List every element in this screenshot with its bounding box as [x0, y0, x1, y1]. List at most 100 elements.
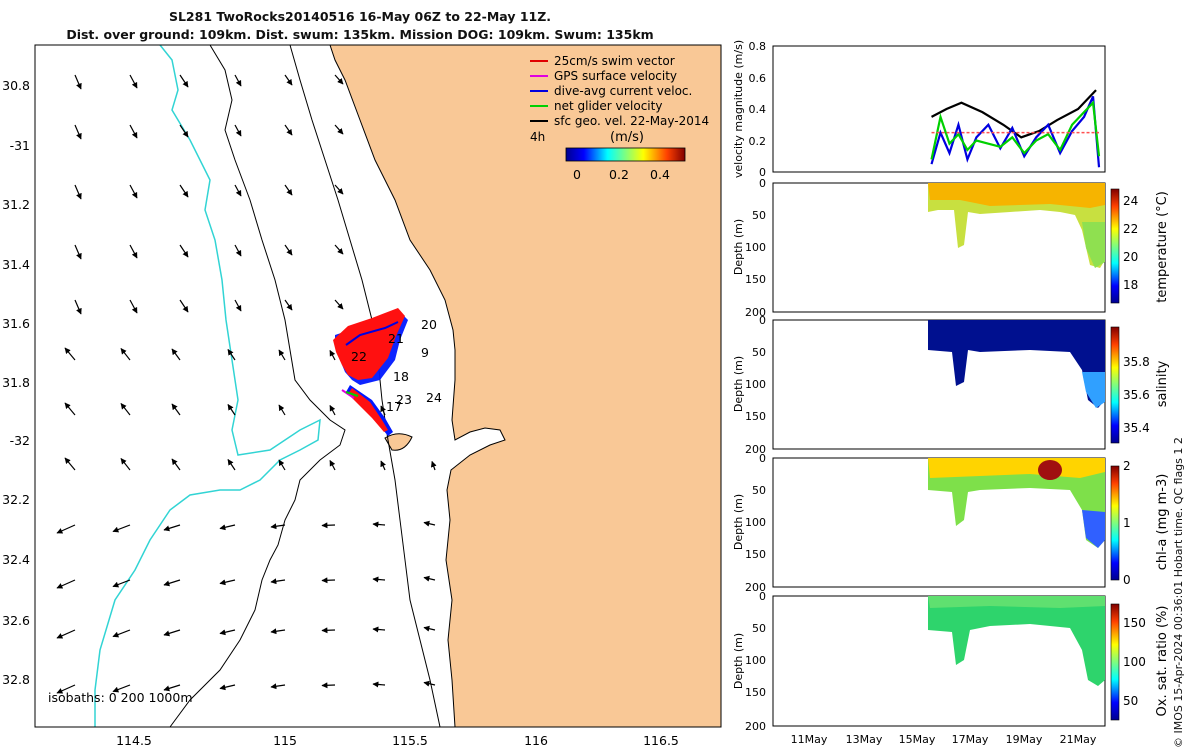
ytick-label: 150 — [745, 273, 766, 286]
ytick-label: 0.6 — [749, 72, 767, 85]
legend-label: sfc geo. vel. 22-May-2014 — [554, 114, 709, 128]
oxygen-clabel: Ox. sat. ratio (%) — [1155, 606, 1170, 717]
current-vector-arrow — [179, 74, 189, 88]
current-vector-arrow — [74, 74, 82, 90]
current-vector-arrow — [372, 681, 386, 688]
current-vector-arrow — [56, 629, 76, 639]
current-vector-arrow — [163, 524, 181, 532]
current-vector-arrow — [334, 184, 344, 195]
xtick-label: 13May — [846, 733, 883, 746]
oxygen-panel: 0 50 100 150 200 Depth (m) 50 100 150 Ox… — [732, 590, 1170, 733]
ctick-label: 18 — [1123, 278, 1138, 292]
map-yticks: 30.8 -31 31.2 31.4 31.6 31.8 -32 32.2 32… — [2, 78, 30, 687]
day-label: 17 — [386, 399, 402, 414]
salinity-ylabel: Depth (m) — [732, 356, 745, 412]
day-label: 23 — [396, 392, 412, 407]
current-vector-arrow — [329, 349, 336, 361]
current-vector-arrow — [112, 684, 131, 693]
current-vector-arrow — [321, 627, 336, 634]
current-vector-arrow — [372, 626, 386, 633]
ytick-label: 100 — [745, 654, 766, 667]
figure-title-line2: Dist. over ground: 109km. Dist. swum: 13… — [66, 27, 654, 42]
current-vector-arrow — [120, 403, 131, 416]
current-vector-arrow — [112, 629, 131, 638]
legend-label: net glider velocity — [554, 99, 662, 113]
salinity-clabel: salinity — [1155, 360, 1170, 407]
velocity-series-line — [931, 89, 1097, 139]
ytick-label: 0 — [759, 166, 766, 179]
current-vector-arrow — [334, 74, 344, 85]
ytick-label: 150 — [745, 548, 766, 561]
current-vector-arrow — [171, 348, 181, 361]
speed-colorbar — [565, 147, 686, 162]
xtick-label: 114.5 — [116, 733, 152, 748]
chlorophyll-ylabel: Depth (m) — [732, 494, 745, 550]
salinity-cticks: 35.4 35.6 35.8 — [1123, 355, 1150, 435]
profile-panels: 0 0.2 0.4 0.6 0.8 velocity magnitude (m/… — [732, 40, 1170, 746]
current-vector-arrow — [129, 299, 138, 314]
ytick-label: 0 — [759, 314, 766, 327]
current-vector-arrow — [334, 124, 344, 135]
current-vector-arrow — [430, 460, 437, 471]
current-vector-arrow — [329, 459, 336, 471]
ytick-label: 200 — [745, 720, 766, 733]
current-vector-arrow — [112, 524, 131, 533]
current-vector-arrow — [284, 244, 293, 256]
current-vector-arrow — [56, 684, 76, 694]
day-label: 24 — [426, 390, 442, 405]
ctick-label: 1 — [1123, 516, 1131, 530]
current-vector-arrow — [219, 524, 236, 531]
ytick-label: 200 — [745, 581, 766, 594]
colorbar-tick: 0.2 — [609, 167, 629, 182]
ytick-label: 30.8 — [2, 78, 30, 93]
velocity-ylabel: velocity magnitude (m/s) — [732, 40, 745, 178]
ytick-label: 31.8 — [2, 375, 30, 390]
current-vector-arrow — [129, 184, 138, 199]
current-vector-arrow — [234, 299, 242, 312]
ctick-label: 35.8 — [1123, 355, 1150, 369]
current-vector-arrow — [74, 299, 82, 315]
island — [384, 433, 413, 451]
ytick-label: 0 — [759, 590, 766, 603]
current-vector-arrow — [227, 349, 236, 361]
legend-label: 25cm/s swim vector — [554, 54, 675, 68]
isobaths-label: isobaths: 0 200 1000m — [48, 690, 193, 705]
temperature-colorbar — [1110, 188, 1120, 304]
current-vector-arrow — [120, 458, 131, 471]
ytick-label: 0 — [759, 452, 766, 465]
ctick-label: 50 — [1123, 694, 1138, 708]
current-vector-arrow — [234, 244, 242, 257]
legend-label: dive-avg current veloc. — [554, 84, 692, 98]
glider-track-map: 20 21 22 9 18 23 17 24 30.8 -31 31.2 31.… — [2, 44, 722, 748]
current-vector-arrow — [120, 348, 131, 361]
current-vector-arrow — [64, 457, 76, 471]
current-vector-arrow — [423, 680, 436, 687]
ytick-label: 50 — [752, 622, 766, 635]
chlorophyll-panel: 0 50 100 150 200 Depth (m) 0 1 2 chl-a (… — [732, 452, 1170, 594]
current-vector-arrow — [334, 244, 344, 255]
xtick-label: 21May — [1060, 733, 1097, 746]
chlorophyll-colorbar — [1110, 465, 1120, 581]
current-vector-arrow — [56, 524, 76, 534]
velocity-series-line — [930, 95, 1101, 168]
ctick-label: 20 — [1123, 250, 1138, 264]
current-vector-arrow — [234, 184, 242, 197]
xtick-label: 17May — [952, 733, 989, 746]
legend-label: GPS surface velocity — [554, 69, 677, 83]
figure-title-line1: SL281 TwoRocks20140516 16-May 06Z to 22-… — [168, 9, 552, 24]
colorbar-title: (m/s) — [610, 130, 644, 145]
day-label: 20 — [421, 317, 437, 332]
ytick-label: -31 — [10, 138, 30, 153]
ytick-label: 32.8 — [2, 672, 30, 687]
current-vector-arrow — [64, 347, 76, 361]
xtick-label: 115.5 — [392, 733, 428, 748]
current-vector-arrow — [74, 124, 82, 140]
current-vector-arrow — [227, 459, 236, 471]
oxygen-cticks: 50 100 150 — [1123, 616, 1146, 708]
isobath-1000 — [169, 44, 346, 728]
current-vector-arrow — [179, 184, 189, 198]
day-label: 18 — [393, 369, 409, 384]
current-vector-arrow — [284, 299, 293, 311]
colorbar-tick: 0.4 — [650, 167, 670, 182]
duration-label: 4h — [530, 130, 545, 144]
